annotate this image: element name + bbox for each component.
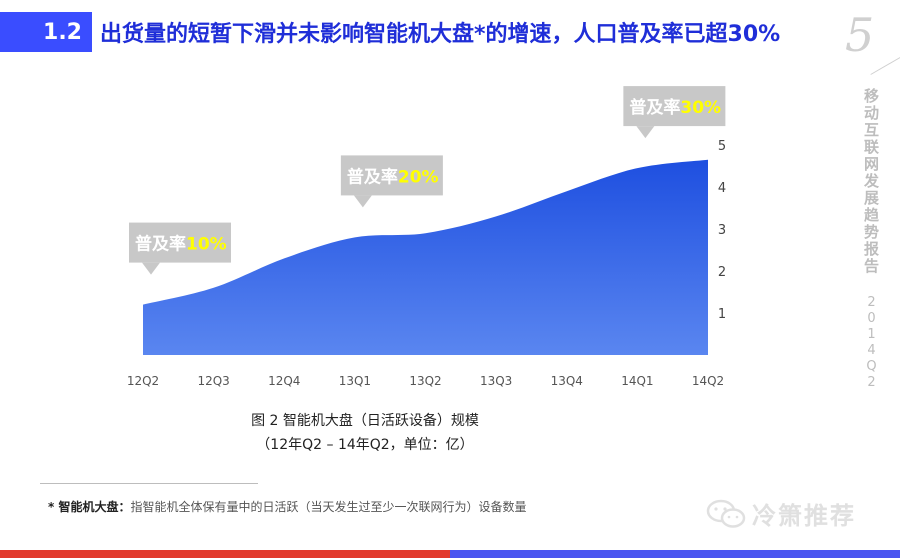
penetration-callout: 普及率20%	[340, 155, 443, 208]
page-number: 5	[845, 8, 875, 62]
footnote-term: * 智能机大盘：	[48, 500, 131, 514]
footnote-divider	[40, 483, 258, 484]
footnote-text: 指智能机全体保有量中的日活跃（当天发生过至少一次联网行为）设备数量	[130, 500, 527, 514]
x-tick-label: 12Q4	[268, 374, 300, 388]
footnote: * 智能机大盘：指智能机全体保有量中的日活跃（当天发生过至少一次联网行为）设备数…	[48, 498, 526, 515]
y-tick-label: 2	[718, 265, 726, 280]
wechat-icon	[706, 499, 746, 528]
y-tick-label: 3	[718, 223, 726, 238]
callout-pointer	[142, 262, 160, 275]
bottom-accent-bar-red	[0, 550, 450, 558]
watermark: 冷箫推荐	[706, 496, 856, 531]
callout-label: 普及率10%	[135, 234, 227, 255]
x-tick-label: 12Q2	[127, 374, 159, 388]
x-tick-label: 13Q4	[551, 374, 583, 388]
side-caption-title: 移动互联网发展趋势报告	[862, 88, 880, 275]
y-tick-label: 1	[718, 307, 726, 322]
side-caption-period: 2014Q2	[864, 295, 879, 391]
watermark-text: 冷箫推荐	[752, 502, 856, 530]
callout-pointer	[353, 195, 372, 208]
y-tick-label: 4	[718, 181, 726, 196]
x-tick-label: 14Q2	[692, 374, 724, 388]
figure-subtitle: （12年Q2 – 14年Q2，单位：亿）	[256, 437, 474, 453]
slide-title: 出货量的短暂下滑并未影响智能机大盘*的增速，人口普及率已超30%	[100, 22, 781, 47]
section-number-badge: 1.2	[0, 12, 92, 52]
callout-value: 10%	[186, 235, 227, 255]
x-tick-label: 13Q1	[339, 374, 371, 388]
figure-title: 图 2 智能机大盘（日活跃设备）规模	[251, 413, 479, 429]
callout-box	[623, 86, 726, 127]
bottom-accent-bar-blue	[450, 550, 900, 558]
callout-box	[340, 155, 443, 196]
callout-label-text: 普及率	[135, 234, 186, 255]
area-series	[143, 159, 708, 355]
y-tick-label: 5	[718, 139, 726, 154]
side-caption: 移动互联网发展趋势报告 2014Q2	[862, 88, 882, 391]
callout-label: 普及率30%	[629, 97, 721, 118]
callout-label-text: 普及率	[347, 166, 398, 187]
x-tick-label: 12Q3	[197, 374, 229, 388]
x-tick-label: 13Q2	[409, 374, 441, 388]
x-tick-label: 13Q3	[480, 374, 512, 388]
callout-label-text: 普及率	[629, 97, 680, 118]
callout-label: 普及率20%	[347, 166, 439, 187]
callout-pointer	[636, 126, 655, 139]
callout-box	[129, 222, 231, 263]
callout-value: 30%	[680, 98, 721, 118]
callout-value: 20%	[398, 167, 439, 187]
penetration-callout: 普及率30%	[623, 86, 726, 139]
penetration-callout: 普及率10%	[129, 222, 231, 275]
x-tick-label: 14Q1	[621, 374, 653, 388]
